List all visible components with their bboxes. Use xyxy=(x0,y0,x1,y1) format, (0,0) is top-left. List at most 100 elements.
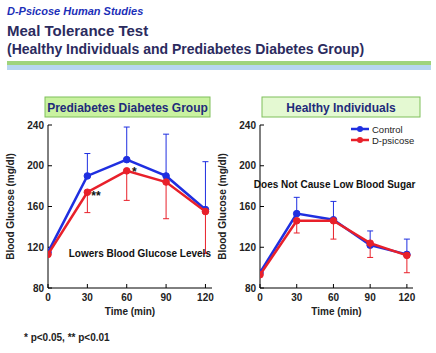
header-label: D-Psicose Human Studies xyxy=(7,5,143,17)
error-bar xyxy=(163,182,169,219)
error-bar xyxy=(202,212,208,254)
x-axis-label: Time (min) xyxy=(311,306,361,317)
marker xyxy=(84,189,91,196)
marker xyxy=(48,251,51,258)
x-tick-label: 90 xyxy=(161,292,173,303)
x-tick xyxy=(296,284,297,288)
annotation: ** xyxy=(91,189,101,203)
y-tick xyxy=(48,206,52,207)
y-tick-label: 240 xyxy=(27,120,44,131)
x-axis xyxy=(260,288,413,289)
marker xyxy=(123,168,130,175)
error-bar xyxy=(163,134,169,176)
x-tick xyxy=(87,284,88,288)
x-tick xyxy=(126,284,127,288)
chart: Prediabetes Diabetes Group 80 120 160 200 240… xyxy=(5,97,214,317)
error-stem xyxy=(126,127,127,160)
error-cap xyxy=(84,212,90,213)
x-tick-label: 0 xyxy=(257,292,263,303)
marker xyxy=(293,210,300,217)
y-tick-label: 160 xyxy=(27,201,44,212)
y-tick-label: 200 xyxy=(27,160,44,171)
y-axis-label: Blood Glucose (mg/dl) xyxy=(217,153,228,260)
series-line xyxy=(48,171,205,255)
y-tick-label: 80 xyxy=(245,283,257,294)
error-cap xyxy=(367,257,373,258)
annotation: * xyxy=(132,165,137,179)
x-tick-label: 120 xyxy=(197,292,214,303)
marker xyxy=(293,217,300,224)
legend-marker xyxy=(357,137,363,143)
error-cap xyxy=(84,153,90,154)
y-tick xyxy=(48,165,52,166)
series-line xyxy=(260,221,407,275)
error-bar xyxy=(124,127,130,160)
marker xyxy=(163,173,170,180)
y-tick-label: 120 xyxy=(27,242,44,253)
x-tick-label: 30 xyxy=(291,292,303,303)
header-title: Meal Tolerance Test xyxy=(7,22,148,39)
annotation: Lowers Blood Glucose Levels xyxy=(69,248,212,259)
y-tick-label: 80 xyxy=(33,283,45,294)
marker xyxy=(123,156,130,163)
chart-title: Healthy Individuals xyxy=(286,101,396,115)
y-tick xyxy=(260,206,264,207)
x-tick xyxy=(166,284,167,288)
marker xyxy=(404,252,411,259)
header-subtitle: (Healthy Individuals and Prediabetes Dia… xyxy=(7,41,364,57)
y-tick-label: 120 xyxy=(239,242,256,253)
marker xyxy=(260,271,263,278)
annotation: Does Not Cause Low Blood Sugar xyxy=(254,179,416,190)
y-tick xyxy=(48,125,52,126)
error-cap xyxy=(124,200,130,201)
x-tick xyxy=(370,284,371,288)
x-tick xyxy=(48,284,49,288)
error-cap xyxy=(367,230,373,231)
error-stem xyxy=(166,134,167,176)
x-tick-label: 120 xyxy=(399,292,416,303)
error-cap xyxy=(124,127,130,128)
error-cap xyxy=(330,239,336,240)
marker xyxy=(330,217,337,224)
marker xyxy=(367,240,374,247)
error-cap xyxy=(163,134,169,135)
y-tick xyxy=(48,288,52,289)
title-box xyxy=(45,97,210,117)
x-tick-label: 0 xyxy=(45,292,51,303)
legend-label: D-psicose xyxy=(372,135,414,146)
x-tick xyxy=(333,284,334,288)
footnote: * p<0.05, ** p<0.01 xyxy=(24,332,110,343)
error-stem xyxy=(205,162,206,210)
error-bar xyxy=(202,162,208,210)
error-stem xyxy=(126,171,127,201)
x-tick xyxy=(406,284,407,288)
title-box xyxy=(262,97,420,117)
marker xyxy=(84,173,91,180)
marker xyxy=(202,208,209,215)
error-stem xyxy=(205,212,206,254)
marker xyxy=(163,179,170,186)
error-bar xyxy=(124,171,130,201)
x-tick-label: 30 xyxy=(82,292,94,303)
error-cap xyxy=(294,232,300,233)
header-bar xyxy=(7,61,431,65)
chart-title: Prediabetes Diabetes Group xyxy=(47,101,208,115)
chart: Healthy Individuals 80 120 160 200 240 0 30 60 90… xyxy=(217,97,420,317)
legend-label: Control xyxy=(372,124,403,135)
error-cap xyxy=(294,197,300,198)
y-tick xyxy=(260,125,264,126)
legend-marker xyxy=(357,126,363,132)
page: D-Psicose Human Studies Meal Tolerance Te… xyxy=(0,0,436,353)
y-tick xyxy=(260,288,264,289)
x-tick-label: 60 xyxy=(328,292,340,303)
error-cap xyxy=(330,201,336,202)
error-cap xyxy=(404,239,410,240)
y-tick-label: 200 xyxy=(239,160,256,171)
y-tick-label: 160 xyxy=(239,201,256,212)
x-tick xyxy=(205,284,206,288)
y-tick-label: 240 xyxy=(239,120,256,131)
x-tick-label: 90 xyxy=(365,292,377,303)
x-axis-label: Time (min) xyxy=(105,306,155,317)
y-axis-label: Blood Glucose (mg/dl) xyxy=(5,153,16,260)
series-line xyxy=(48,160,205,253)
